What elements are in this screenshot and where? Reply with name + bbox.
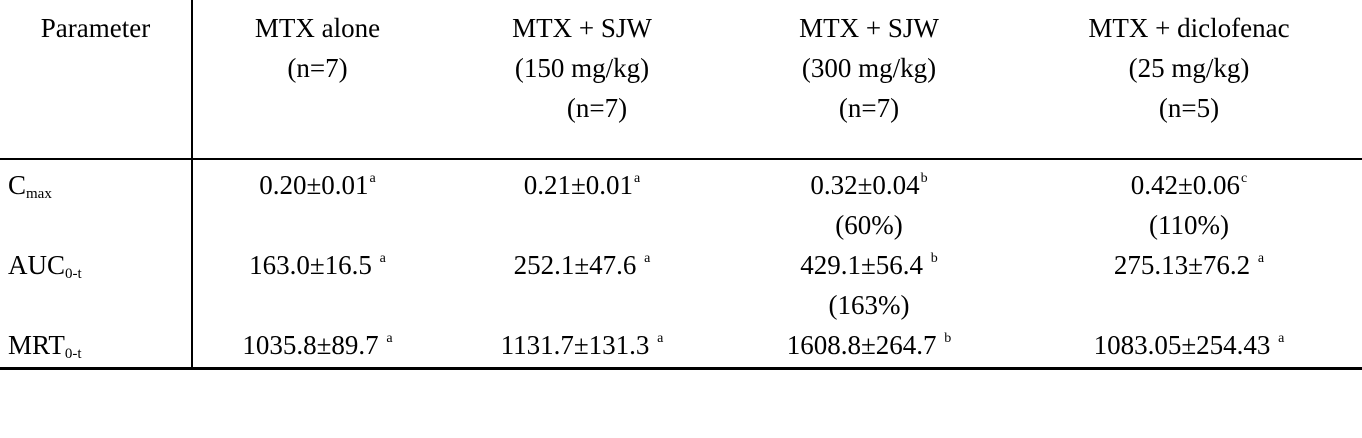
header-line: MTX + SJW [512, 13, 652, 43]
cell-superscript: a [386, 331, 393, 346]
cell-superscript: a [1278, 331, 1285, 346]
row-parameter: MRT0-t [0, 325, 193, 370]
cell-note: (60%) [835, 210, 903, 240]
cell-note: (110%) [1149, 210, 1229, 240]
header-mtx-diclofenac: MTX + diclofenac (25 mg/kg) (n=5) [1016, 0, 1362, 160]
header-line: MTX + SJW [799, 13, 939, 43]
header-line: (150 mg/kg) [514, 53, 650, 83]
table-row-cmax: Cmax 0.20±0.01a 0.21±0.01a 0.32±0.04b (60… [0, 159, 1362, 245]
param-name: C [8, 170, 27, 200]
cell-superscript: a [1257, 251, 1265, 266]
header-line: MTX alone [254, 13, 381, 43]
header-line: (300 mg/kg) [801, 53, 937, 83]
cell-value: 1131.7±131.3 [500, 330, 657, 360]
cell-superscript: b [944, 331, 952, 346]
header-line: Parameter [40, 13, 151, 43]
cell-value: 0.32±0.04 [810, 170, 920, 200]
table-cell: 0.20±0.01a [192, 159, 442, 245]
cell-superscript: a [369, 171, 376, 186]
cell-superscript: b [930, 251, 938, 266]
row-parameter: Cmax [0, 159, 193, 245]
header-mtx-sjw-150: MTX + SJW (150 mg/kg) (n=7) [442, 0, 722, 160]
header-line: (n=7) [566, 93, 628, 123]
table-body: Cmax 0.20±0.01a 0.21±0.01a 0.32±0.04b (60… [0, 159, 1362, 370]
table-cell: 252.1±47.6 a [442, 245, 722, 325]
header-row: Parameter MTX alone (n=7) MTX + SJW (150… [0, 0, 1362, 160]
table-cell: 1608.8±264.7 b [722, 325, 1016, 370]
table-cell: 0.21±0.01a [442, 159, 722, 245]
cell-value: 163.0±16.5 [249, 250, 379, 280]
param-name: AUC [8, 250, 66, 280]
param-subscript: 0-t [65, 266, 82, 282]
header-line: (n=7) [838, 93, 900, 123]
table-cell: 275.13±76.2 a [1016, 245, 1362, 325]
header-line: (n=7) [287, 53, 348, 83]
row-parameter: AUC0-t [0, 245, 193, 325]
pk-parameters-table: Parameter MTX alone (n=7) MTX + SJW (150… [0, 0, 1362, 370]
cell-value: 0.20±0.01 [259, 170, 369, 200]
table-cell: 1035.8±89.7 a [192, 325, 442, 370]
table-header: Parameter MTX alone (n=7) MTX + SJW (150… [0, 0, 1362, 160]
table-row-mrt: MRT0-t 1035.8±89.7 a 1131.7±131.3 a 1608… [0, 325, 1362, 370]
cell-superscript: a [657, 331, 664, 346]
param-name: MRT [8, 330, 65, 360]
cell-value: 1035.8±89.7 [242, 330, 386, 360]
cell-superscript: a [634, 171, 641, 186]
header-line: (n=5) [1158, 93, 1220, 123]
cell-superscript: a [644, 251, 651, 266]
table-cell: 0.42±0.06c (110%) [1016, 159, 1362, 245]
header-line: (25 mg/kg) [1128, 53, 1250, 83]
cell-note: (163%) [828, 290, 910, 320]
cell-value: 0.21±0.01 [523, 170, 634, 200]
cell-value: 0.42±0.06 [1130, 170, 1241, 200]
param-subscript: 0-t [64, 346, 82, 362]
table-cell: 163.0±16.5 a [192, 245, 442, 325]
cell-value: 1083.05±254.43 [1093, 330, 1278, 360]
cell-value: 252.1±47.6 [513, 250, 644, 280]
table-row-auc: AUC0-t 163.0±16.5 a 252.1±47.6 a 429.1±5… [0, 245, 1362, 325]
cell-value: 429.1±56.4 [800, 250, 930, 280]
cell-superscript: b [920, 171, 928, 186]
table-cell: 1083.05±254.43 a [1016, 325, 1362, 370]
header-mtx-alone: MTX alone (n=7) [192, 0, 442, 160]
cell-superscript: a [379, 251, 386, 266]
header-line: MTX + diclofenac [1088, 13, 1290, 43]
cell-value: 275.13±76.2 [1113, 250, 1257, 280]
table-cell: 429.1±56.4 b (163%) [722, 245, 1016, 325]
header-mtx-sjw-300: MTX + SJW (300 mg/kg) (n=7) [722, 0, 1016, 160]
cell-value: 1608.8±264.7 [786, 330, 944, 360]
header-parameter: Parameter [0, 0, 193, 160]
cell-superscript: c [1241, 171, 1248, 186]
table-cell: 0.32±0.04b (60%) [722, 159, 1016, 245]
param-subscript: max [26, 186, 52, 202]
table-cell: 1131.7±131.3 a [442, 325, 722, 370]
